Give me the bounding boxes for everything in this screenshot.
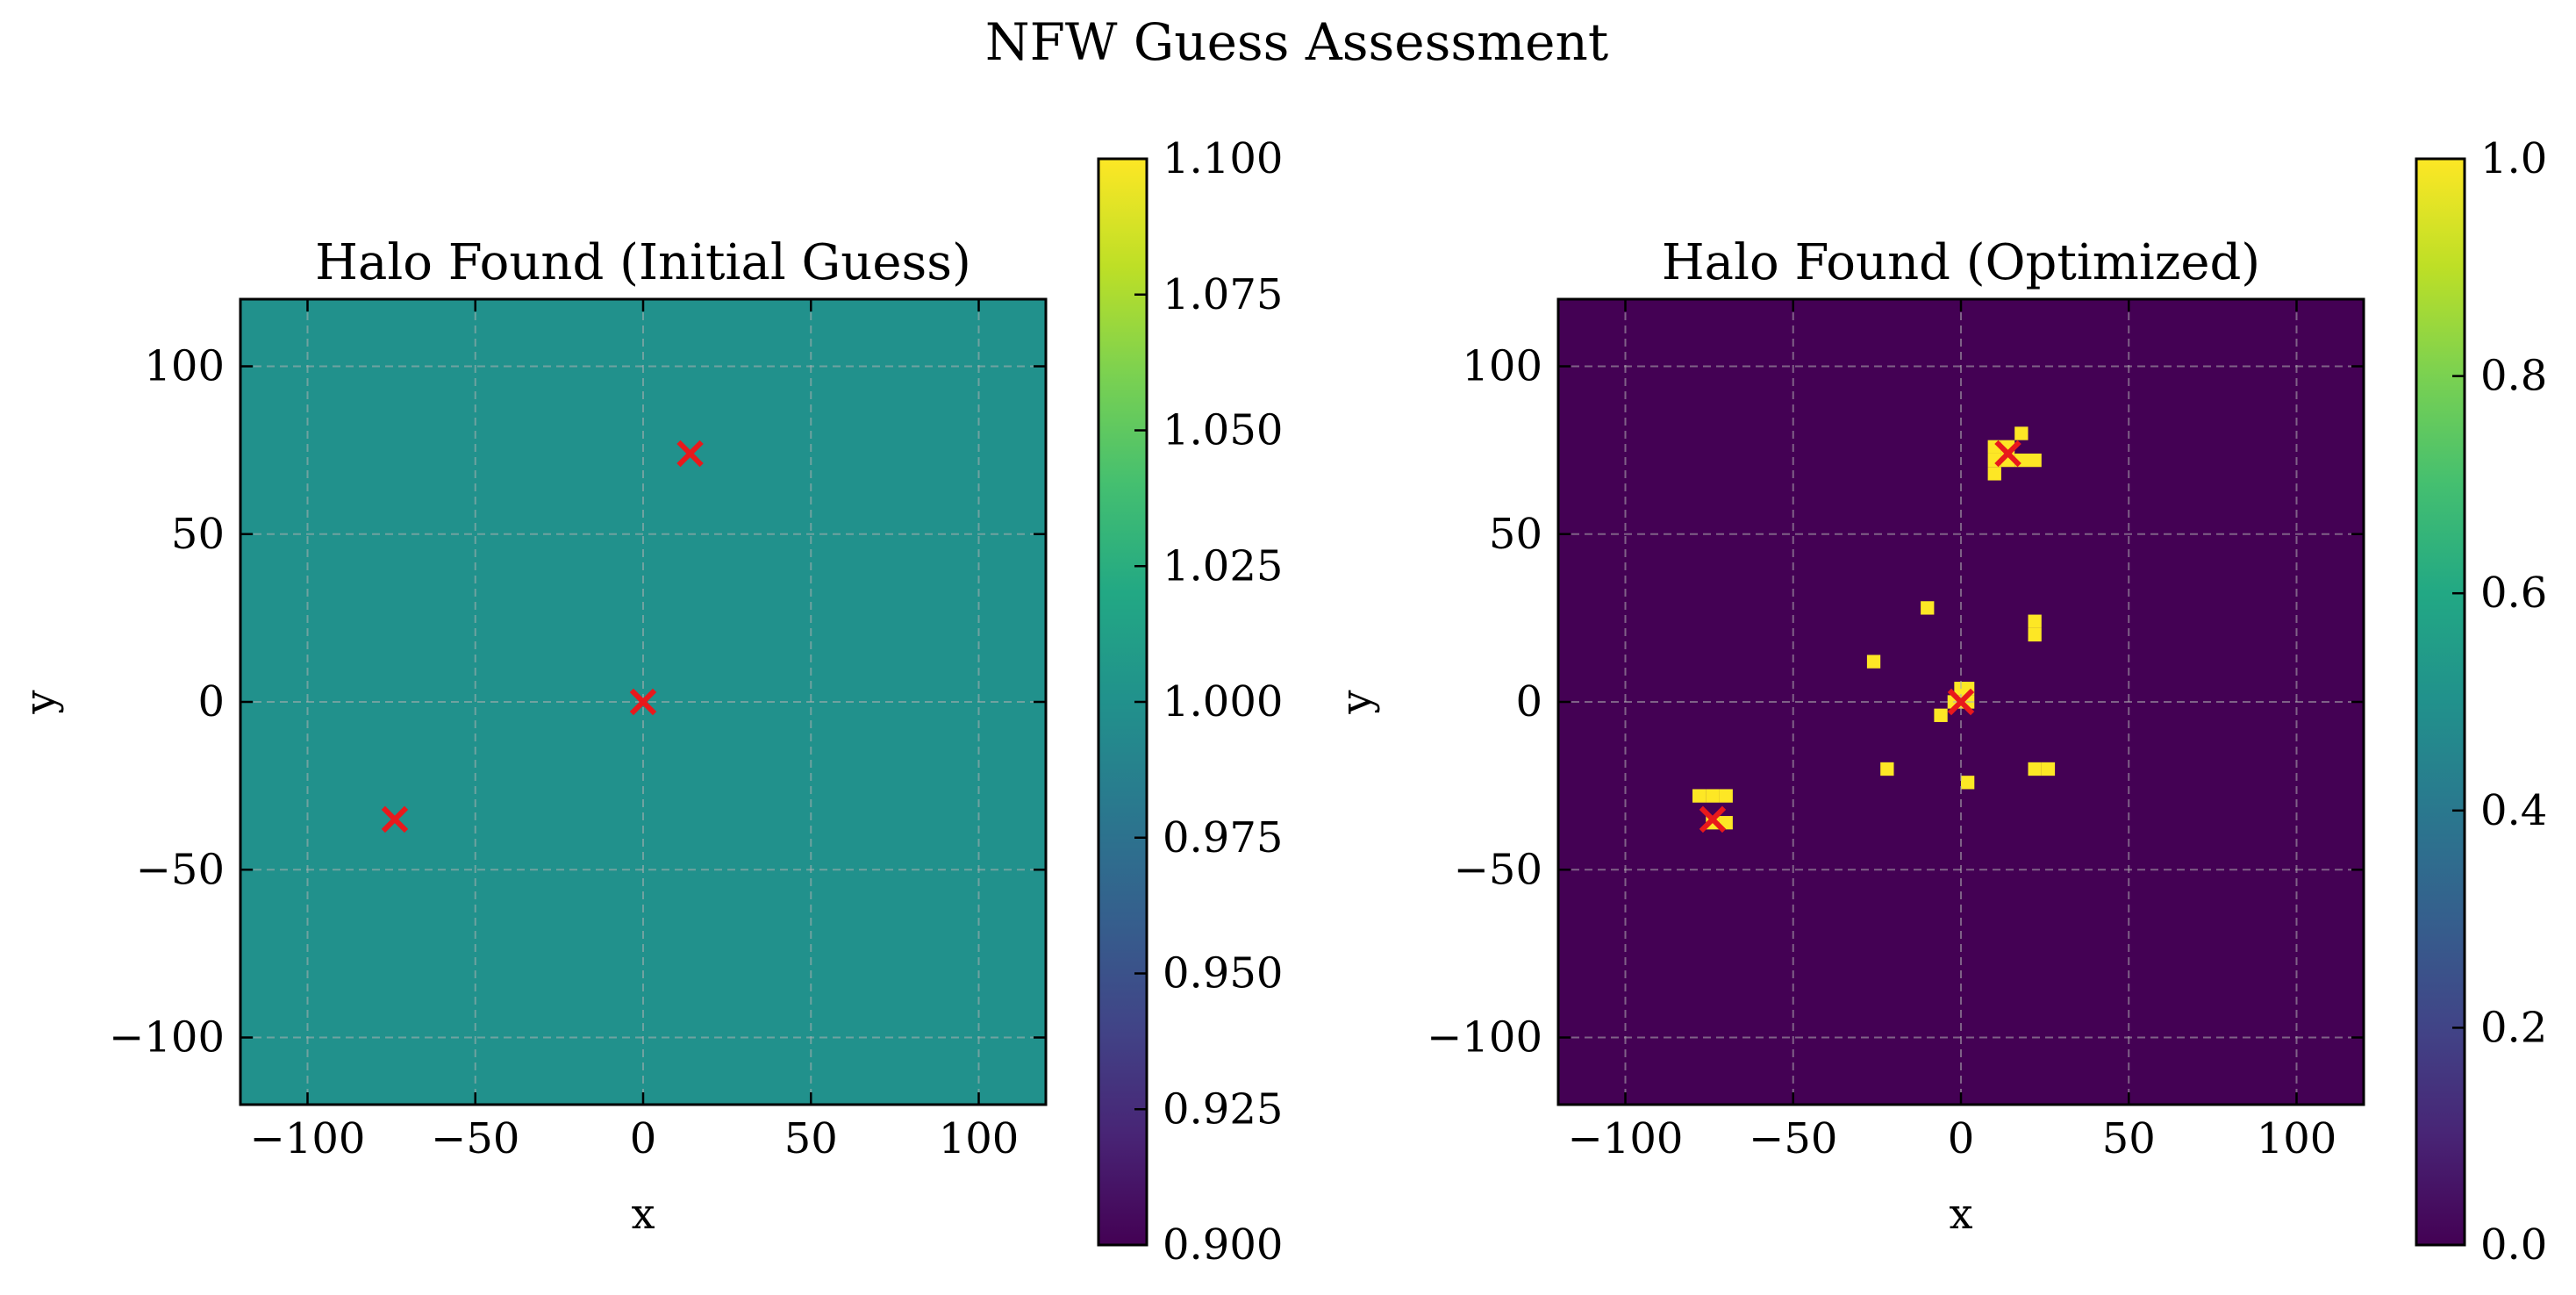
x-tick-label: −100 [1568, 1114, 1684, 1163]
x-axis-label: x [631, 1190, 655, 1239]
colorbar-tick-label: 1.025 [1163, 541, 1283, 590]
y-tick-label: −100 [1427, 1013, 1542, 1062]
heatmap-cell [1934, 708, 1948, 722]
x-tick-label: 100 [939, 1114, 1020, 1163]
heatmap-cell [2028, 762, 2042, 776]
y-tick-label: 100 [1462, 342, 1542, 391]
colorbar-tick-label: 0.900 [1163, 1220, 1283, 1270]
colorbar-tick-label: 1.0 [2480, 134, 2547, 183]
heatmap-cell [2041, 762, 2056, 776]
x-tick-label: 0 [630, 1114, 657, 1163]
halo-marker-stroke [381, 805, 409, 834]
heatmap-cell [1706, 789, 1720, 803]
colorbar-tick-label: 0.2 [2480, 1003, 2547, 1052]
heatmap-cell [2028, 453, 2042, 468]
colorbar-tick-label: 0.8 [2480, 352, 2547, 401]
colorbar-tick-label: 0.975 [1163, 813, 1283, 862]
x-tick-label: 50 [2102, 1114, 2156, 1163]
halo-marker-stroke [1994, 440, 2021, 468]
x-tick-label: −50 [1749, 1114, 1837, 1163]
heatmap-cell [1961, 776, 1975, 790]
y-tick-label: 0 [1515, 677, 1542, 726]
x-tick-label: −50 [431, 1114, 519, 1163]
y-axis-label: y [1332, 690, 1381, 714]
colorbar-frame [2415, 157, 2466, 1247]
colorbar-tick-label: 1.000 [1163, 677, 1283, 726]
heatmap-cell [1866, 655, 1881, 669]
chart-panel-optimized: Halo Found (Optimized) −100 −50 0 50 100 −100 −… [1332, 134, 2547, 1270]
x-tick-label: 50 [784, 1114, 838, 1163]
y-tick-label: 0 [197, 677, 225, 726]
halo-marker [381, 805, 409, 834]
colorbar-tick-label: 1.100 [1163, 134, 1283, 183]
colorbar-tick-label: 0.925 [1163, 1084, 1283, 1134]
heatmap-cell [2014, 426, 2029, 440]
halo-marker-stroke [1699, 805, 1727, 834]
heatmap-cell [1921, 601, 1935, 615]
x-tick-label: 100 [2257, 1114, 2337, 1163]
halo-marker-stroke [629, 688, 657, 716]
y-tick-label: −50 [1454, 845, 1542, 894]
heatmap-cell [1880, 762, 1894, 776]
heatmap-cell [1719, 789, 1733, 803]
x-tick-label: −100 [250, 1114, 366, 1163]
y-tick-label: −100 [109, 1013, 225, 1062]
halo-marker [1699, 805, 1727, 834]
colorbar-tick-label: 0.950 [1163, 949, 1283, 998]
colorbar-tick-label: 1.075 [1163, 270, 1283, 319]
x-tick-label: 0 [1948, 1114, 1975, 1163]
chart-panel-initial-guess: Halo Found (Initial Guess) −100 −50 0 50 100 −… [16, 134, 1283, 1270]
heatmap-cell [2028, 627, 2042, 642]
x-axis-label: x [1949, 1190, 1972, 1239]
halo-marker [1947, 688, 1975, 716]
colorbar-tick-label: 0.6 [2480, 569, 2547, 618]
colorbar-tick-label: 1.050 [1163, 406, 1283, 455]
heatmap-cell [1692, 789, 1707, 803]
halo-marker [676, 440, 704, 468]
colorbar-gradient [2416, 159, 2465, 1245]
y-tick-label: 50 [1489, 510, 1542, 559]
heatmap-cell [1987, 467, 2001, 481]
colorbar-tick-label: 0.4 [2480, 786, 2547, 835]
halo-marker-stroke [676, 440, 704, 468]
halo-marker [1994, 440, 2021, 468]
heatmap-cell [2028, 614, 2042, 628]
halo-marker-stroke [1947, 688, 1975, 716]
colorbar-tick-label: 0.0 [2480, 1220, 2547, 1270]
y-tick-label: 100 [144, 342, 225, 391]
y-axis-label: y [16, 690, 65, 714]
halo-marker [629, 688, 657, 716]
y-tick-label: −50 [136, 845, 225, 894]
subplot-title: Halo Found (Optimized) [1662, 234, 2260, 291]
y-tick-label: 50 [171, 510, 225, 559]
figure-title: NFW Guess Assessment [985, 12, 1608, 72]
subplot-title: Halo Found (Initial Guess) [315, 234, 971, 291]
